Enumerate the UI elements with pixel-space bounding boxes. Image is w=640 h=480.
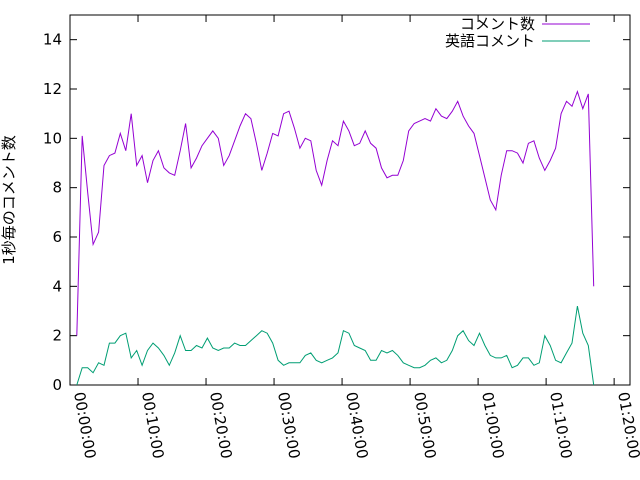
x-tick-label: 01:00:00 [478,391,507,460]
x-tick-label: 00:30:00 [274,391,303,460]
line-series [76,306,595,386]
y-axis-label: 1秒毎のコメント数 [0,135,18,265]
legend-label: 英語コメント [445,32,535,50]
y-tick-label: 8 [52,179,62,197]
y-tick-label: 4 [52,277,62,295]
x-tick-label: 00:40:00 [342,391,371,460]
line-series [76,89,595,336]
y-tick-label: 0 [52,376,62,394]
x-tick-label: 01:20:00 [614,391,640,460]
x-tick-label: 00:20:00 [206,391,235,460]
x-tick-label: 00:50:00 [410,391,439,460]
y-tick-label: 10 [43,129,62,147]
y-tick-label: 14 [43,31,62,49]
x-tick-label: 01:10:00 [546,391,575,460]
plot-border [69,14,631,386]
x-tick-label: 00:00:00 [70,391,99,460]
y-tick-label: 6 [52,228,62,246]
y-tick-label: 12 [43,80,62,98]
legend-label: コメント数 [460,15,535,33]
x-tick-label: 00:10:00 [138,391,167,460]
y-tick-label: 2 [52,327,62,345]
